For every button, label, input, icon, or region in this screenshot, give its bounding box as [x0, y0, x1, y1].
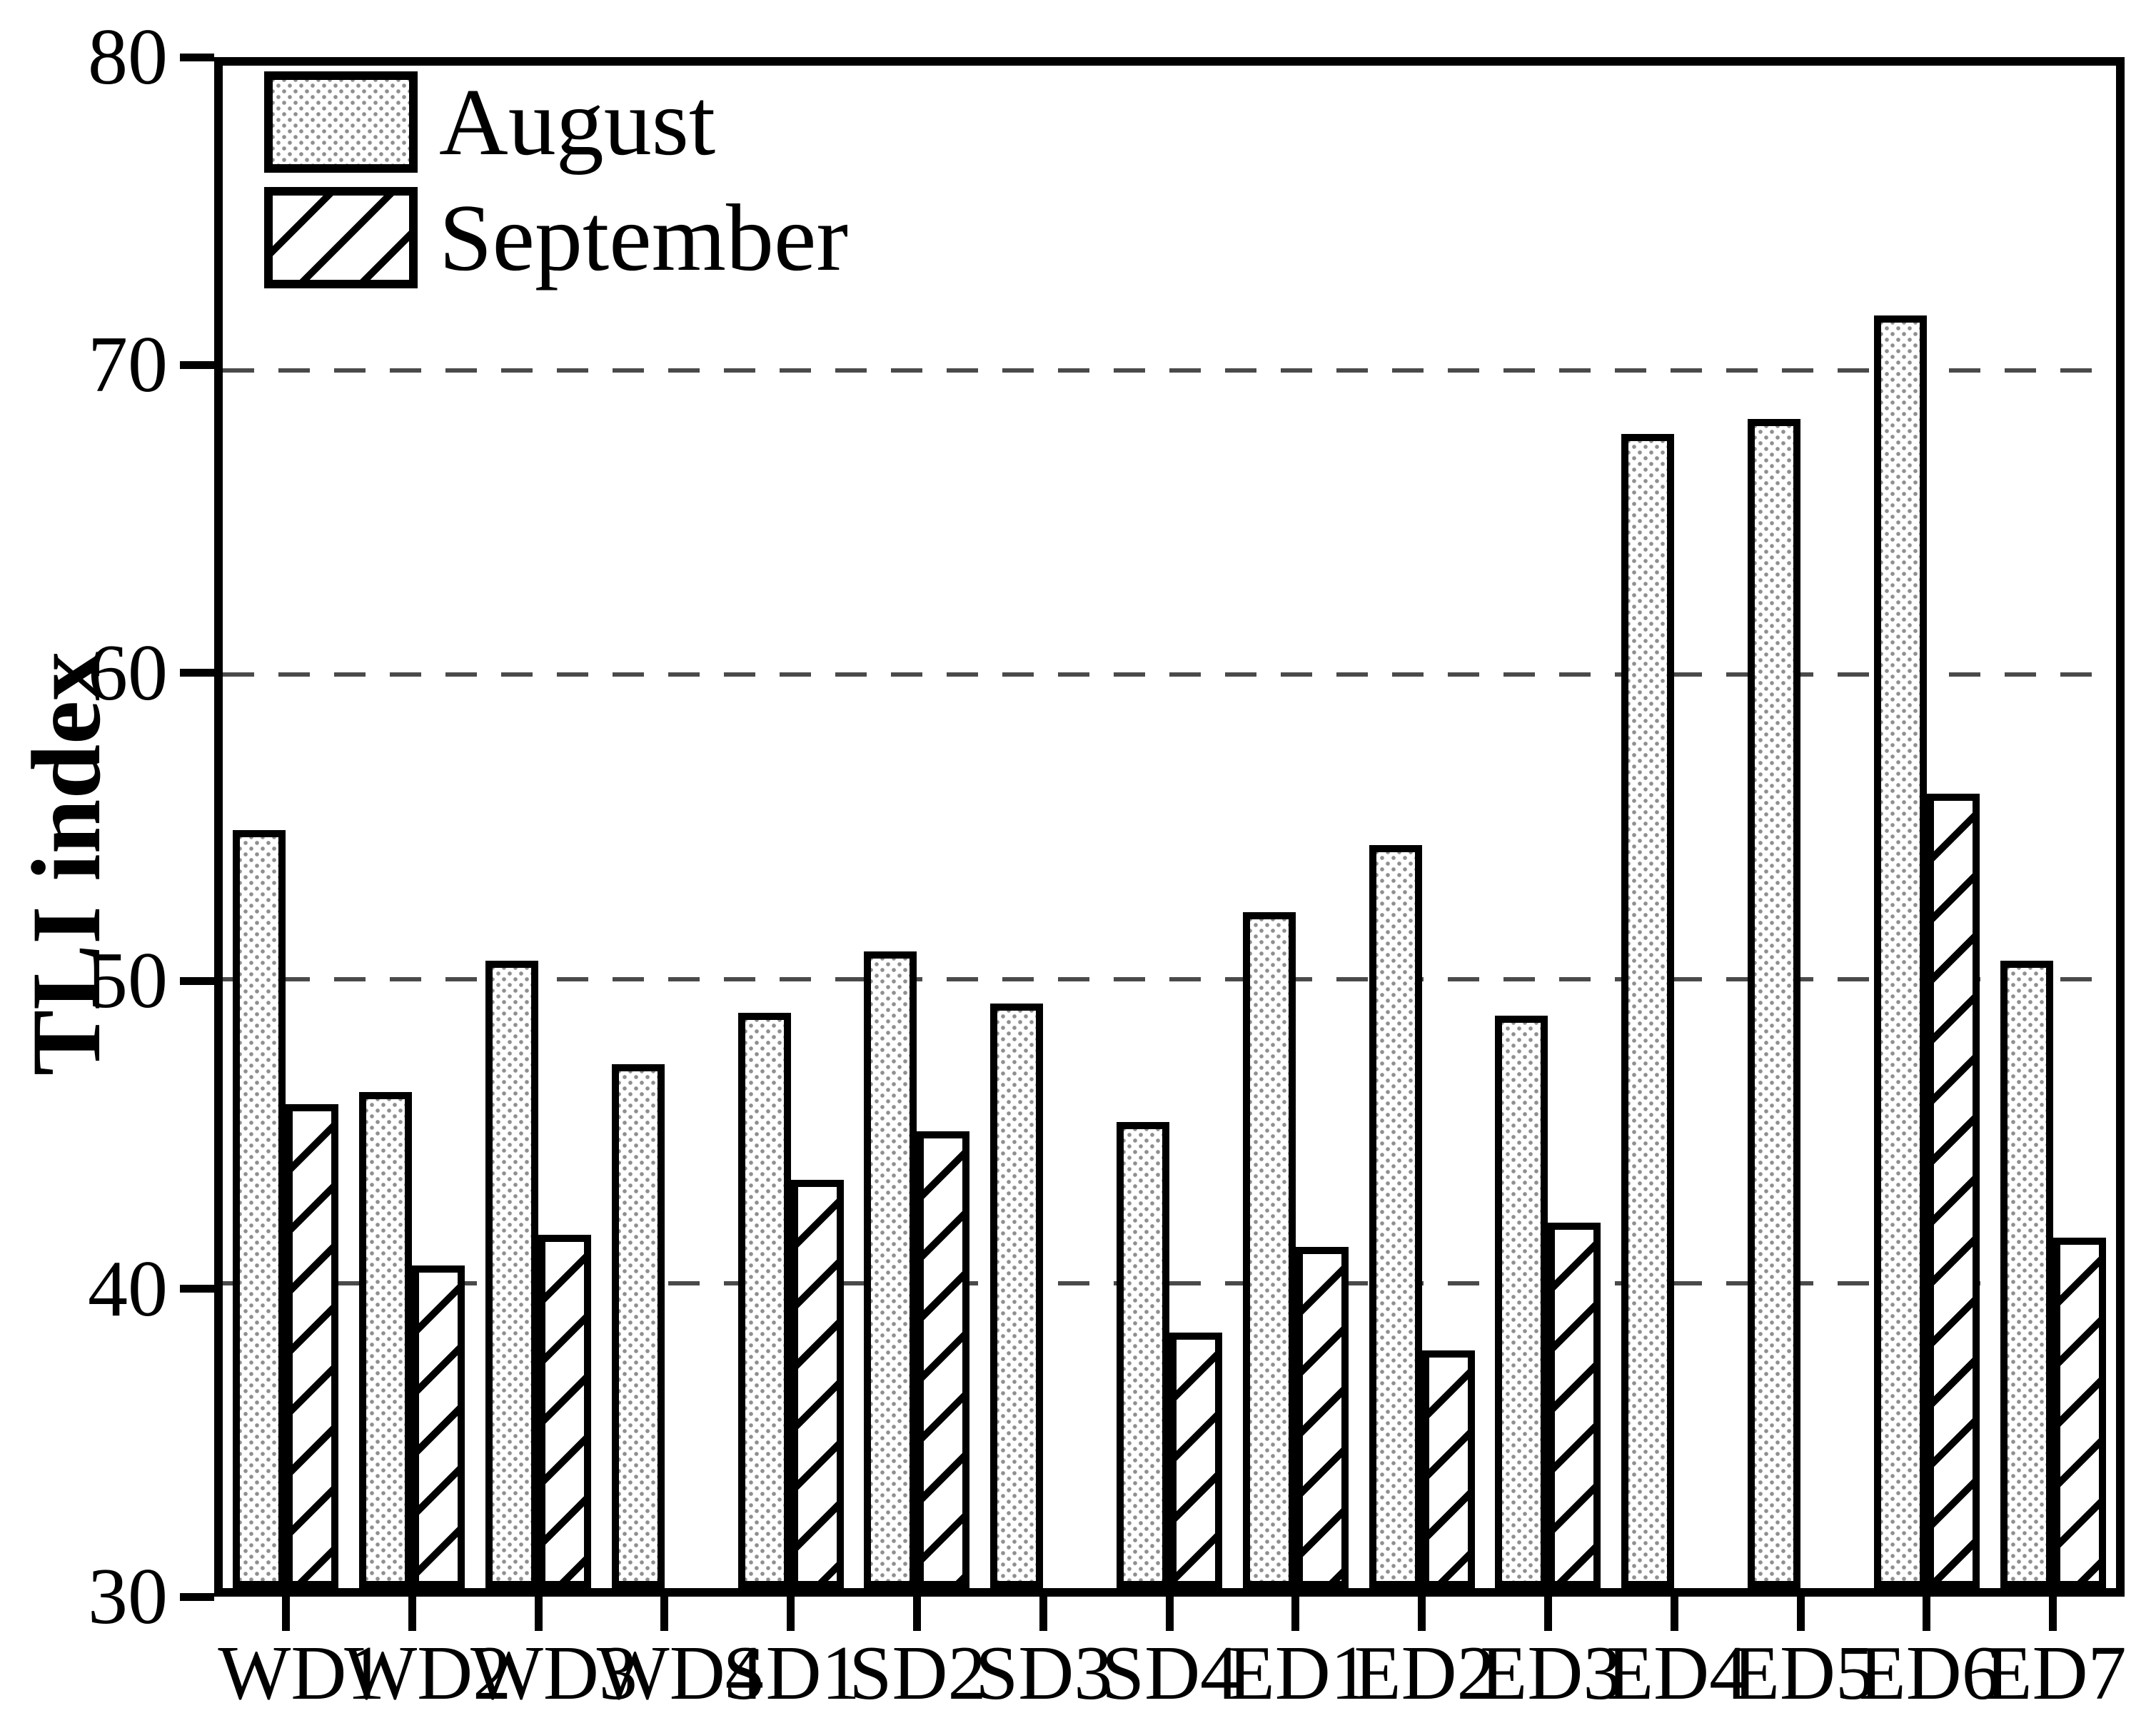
y-axis-tick-60 [180, 669, 214, 677]
bar-september-wd2 [412, 1265, 465, 1588]
bar-august-sd4 [1117, 1122, 1169, 1588]
x-axis-tick-ed4 [1670, 1597, 1678, 1631]
y-axis-tick-70 [180, 360, 214, 369]
legend-label-september: September [439, 185, 849, 290]
legend-label-august: August [439, 69, 716, 175]
grid-line-50 [223, 976, 2116, 981]
bar-august-ed4 [1621, 434, 1675, 1588]
bar-august-ed3 [1495, 1016, 1548, 1588]
bar-august-ed1 [1242, 911, 1296, 1588]
bar-august-ed5 [1748, 418, 1800, 1588]
grid-line-40 [223, 1281, 2116, 1286]
plot-area [214, 57, 2125, 1597]
x-axis-tick-wd3 [534, 1597, 543, 1631]
y-tick-label-50: 50 [88, 936, 168, 1026]
x-category-label-ed6: ED6 [1858, 1631, 2000, 1716]
august-dotted-swatch-icon [264, 71, 418, 173]
bar-september-wd1 [286, 1103, 339, 1588]
bar-august-wd2 [359, 1091, 413, 1588]
bar-august-sd1 [737, 1012, 791, 1588]
grid-line-70 [223, 368, 2116, 373]
x-category-label-ed5: ED5 [1733, 1631, 1874, 1716]
x-axis-tick-ed7 [2049, 1597, 2057, 1631]
bar-september-ed3 [1548, 1223, 1601, 1588]
x-axis-tick-wd1 [281, 1597, 290, 1631]
x-axis-tick-ed3 [1543, 1597, 1552, 1631]
x-category-label-wd1: WD1 [218, 1631, 386, 1716]
x-category-label-sd3: SD3 [975, 1631, 1113, 1716]
y-tick-label-40: 40 [88, 1244, 168, 1333]
x-category-label-ed1: ED1 [1227, 1631, 1369, 1716]
legend: August September [264, 71, 848, 303]
bar-august-wd1 [233, 829, 286, 1588]
y-tick-label-80: 80 [88, 13, 168, 101]
bar-august-sd2 [864, 951, 917, 1588]
september-hatched-swatch-icon [264, 187, 418, 288]
x-axis-tick-wd2 [408, 1597, 416, 1631]
grid-line-60 [223, 672, 2116, 677]
y-tick-label-70: 70 [88, 320, 168, 410]
bar-september-ed7 [2052, 1238, 2106, 1588]
x-axis-tick-ed1 [1291, 1597, 1300, 1631]
bar-september-wd3 [538, 1235, 591, 1588]
bar-september-sd2 [917, 1131, 970, 1588]
bar-september-ed6 [1926, 793, 1980, 1588]
y-axis-tick-50 [180, 976, 214, 985]
bar-august-wd3 [485, 961, 538, 1588]
y-tick-label-60: 60 [88, 628, 168, 717]
y-axis-tick-30 [180, 1592, 214, 1601]
bar-august-ed7 [2000, 961, 2053, 1588]
x-axis-tick-sd4 [1165, 1597, 1174, 1631]
x-axis-tick-sd1 [787, 1597, 795, 1631]
bar-august-ed6 [1873, 315, 1927, 1588]
bar-september-ed2 [1421, 1350, 1475, 1588]
x-category-label-sd2: SD2 [849, 1631, 987, 1716]
y-axis-tick-80 [180, 53, 214, 61]
y-tick-label-30: 30 [88, 1552, 168, 1641]
x-category-label-wd2: WD2 [344, 1631, 512, 1716]
x-category-label-ed4: ED4 [1606, 1631, 1748, 1716]
x-axis-tick-ed5 [1796, 1597, 1805, 1631]
x-category-label-ed7: ED7 [1985, 1631, 2127, 1716]
x-category-label-wd4: WD4 [596, 1631, 764, 1716]
x-category-label-sd4: SD4 [1102, 1631, 1239, 1716]
bar-september-sd4 [1169, 1332, 1222, 1588]
x-axis-tick-ed2 [1418, 1597, 1426, 1631]
x-axis-tick-wd4 [660, 1597, 669, 1631]
x-category-label-ed2: ED2 [1354, 1631, 1496, 1716]
legend-item-september: September [264, 187, 848, 288]
bar-september-sd1 [790, 1180, 844, 1588]
x-axis-tick-sd3 [1039, 1597, 1047, 1631]
x-category-label-sd1: SD1 [722, 1631, 860, 1716]
bar-august-sd3 [990, 1003, 1044, 1588]
x-axis-tick-sd2 [912, 1597, 921, 1631]
x-axis-tick-ed6 [1923, 1597, 1931, 1631]
x-category-label-ed3: ED3 [1480, 1631, 1622, 1716]
bar-august-ed2 [1369, 845, 1422, 1588]
legend-item-august: August [264, 71, 848, 173]
x-category-label-wd3: WD3 [470, 1631, 638, 1716]
bar-august-wd4 [611, 1064, 665, 1588]
bar-september-ed1 [1295, 1247, 1349, 1588]
y-axis-tick-40 [180, 1285, 214, 1293]
